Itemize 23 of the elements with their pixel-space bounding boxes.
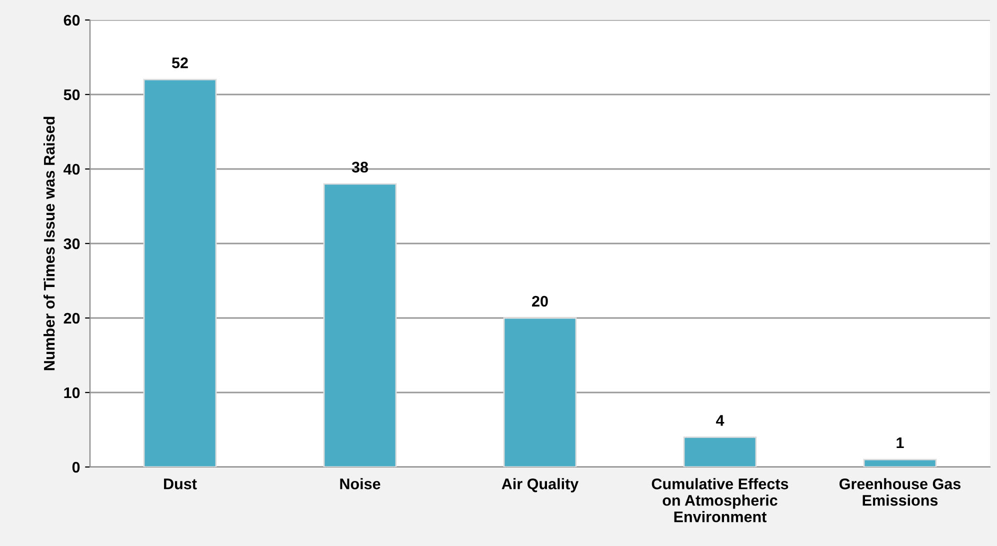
- data-label: 38: [352, 162, 368, 173]
- data-label: 52: [172, 57, 188, 68]
- y-tick-label: 50: [64, 89, 80, 100]
- data-label: 20: [532, 296, 548, 307]
- x-tick-label: Air Quality: [502, 478, 579, 492]
- x-tick-label: Noise: [340, 478, 380, 490]
- y-tick-label: 60: [64, 14, 80, 26]
- y-tick-label: 20: [64, 312, 80, 324]
- y-tick-label: 10: [64, 387, 80, 398]
- x-tick-label: Greenhouse Gas Emissions: [840, 478, 961, 506]
- bar: [143, 78, 217, 467]
- bar: [323, 183, 397, 467]
- data-label: 1: [896, 438, 904, 448]
- y-tick-label: 30: [64, 238, 80, 250]
- y-axis-title: Number of Times Issue was Raised: [43, 116, 55, 370]
- y-tick-label: 40: [64, 164, 80, 175]
- bar: [683, 436, 757, 467]
- x-tick-label: Cumulative Effects on Atmospheric Environment: [652, 478, 788, 522]
- bar: [863, 458, 937, 467]
- x-tick-label: Dust: [164, 478, 197, 490]
- bar: [503, 317, 577, 467]
- data-label: 4: [716, 415, 724, 426]
- y-tick-label: 0: [72, 462, 80, 473]
